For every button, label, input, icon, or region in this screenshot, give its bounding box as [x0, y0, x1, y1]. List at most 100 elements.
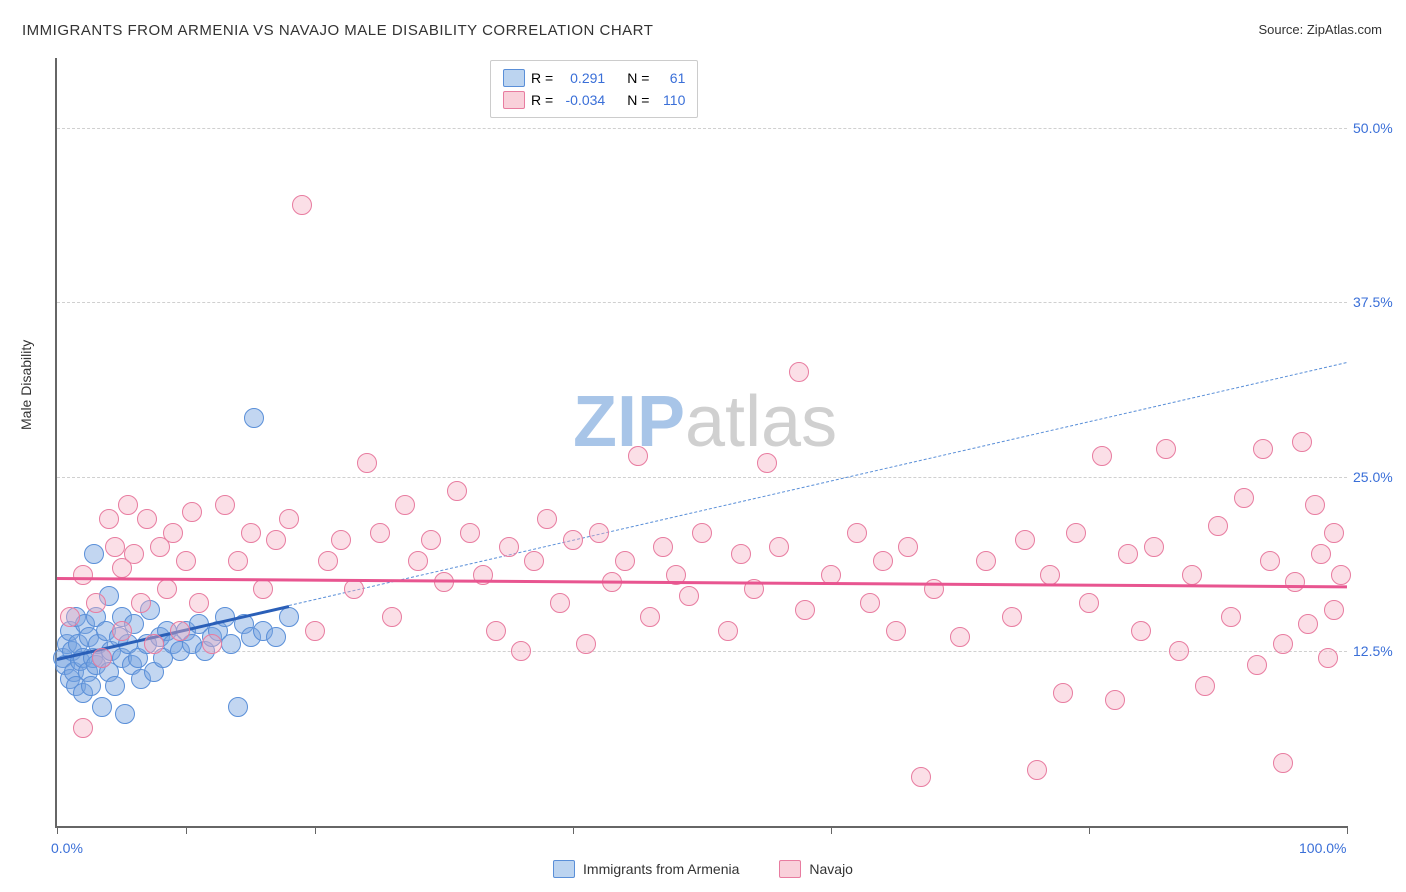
- data-point: [1318, 648, 1338, 668]
- x-tick: [1089, 826, 1090, 834]
- data-point: [279, 509, 299, 529]
- scatter-plot-area: ZIPatlas: [55, 58, 1347, 828]
- data-point: [898, 537, 918, 557]
- data-point: [499, 537, 519, 557]
- r-value: 0.291: [559, 70, 605, 86]
- y-tick-label: 37.5%: [1353, 294, 1393, 310]
- data-point: [292, 195, 312, 215]
- data-point: [157, 579, 177, 599]
- legend-item: Immigrants from Armenia: [553, 860, 739, 878]
- data-point: [228, 551, 248, 571]
- data-point: [1253, 439, 1273, 459]
- data-point: [144, 634, 164, 654]
- data-point: [1208, 516, 1228, 536]
- data-point: [1234, 488, 1254, 508]
- data-point: [408, 551, 428, 571]
- data-point: [1331, 565, 1351, 585]
- data-point: [253, 579, 273, 599]
- legend-swatch: [503, 91, 525, 109]
- data-point: [1247, 655, 1267, 675]
- n-value: 110: [655, 92, 685, 108]
- data-point: [266, 530, 286, 550]
- data-point: [331, 530, 351, 550]
- n-value: 61: [655, 70, 685, 86]
- data-point: [486, 621, 506, 641]
- data-point: [370, 523, 390, 543]
- data-point: [1092, 446, 1112, 466]
- data-point: [447, 481, 467, 501]
- data-point: [382, 607, 402, 627]
- data-point: [115, 704, 135, 724]
- data-point: [118, 495, 138, 515]
- data-point: [1040, 565, 1060, 585]
- data-point: [202, 634, 222, 654]
- data-point: [215, 495, 235, 515]
- data-point: [1169, 641, 1189, 661]
- source-attribution: Source: ZipAtlas.com: [1258, 22, 1382, 37]
- data-point: [244, 408, 264, 428]
- data-point: [718, 621, 738, 641]
- data-point: [421, 530, 441, 550]
- data-point: [182, 502, 202, 522]
- data-point: [84, 544, 104, 564]
- data-point: [653, 537, 673, 557]
- x-tick: [573, 826, 574, 834]
- data-point: [1002, 607, 1022, 627]
- data-point: [1195, 676, 1215, 696]
- data-point: [305, 621, 325, 641]
- data-point: [537, 509, 557, 529]
- data-point: [1066, 523, 1086, 543]
- data-point: [563, 530, 583, 550]
- data-point: [576, 634, 596, 654]
- data-point: [86, 593, 106, 613]
- data-point: [1273, 634, 1293, 654]
- legend-label: Immigrants from Armenia: [583, 861, 739, 877]
- watermark-atlas: atlas: [685, 382, 837, 462]
- data-point: [189, 593, 209, 613]
- n-label: N =: [627, 92, 649, 108]
- data-point: [950, 627, 970, 647]
- data-point: [873, 551, 893, 571]
- data-point: [860, 593, 880, 613]
- gridline: [57, 477, 1347, 478]
- y-axis-label: Male Disability: [18, 340, 34, 430]
- data-point: [318, 551, 338, 571]
- x-tick: [1347, 826, 1348, 834]
- data-point: [170, 621, 190, 641]
- stats-row: R =0.291N =61: [503, 67, 685, 89]
- data-point: [241, 523, 261, 543]
- x-tick: [315, 826, 316, 834]
- data-point: [640, 607, 660, 627]
- legend-swatch: [503, 69, 525, 87]
- data-point: [679, 586, 699, 606]
- data-point: [1118, 544, 1138, 564]
- data-point: [757, 453, 777, 473]
- r-value: -0.034: [559, 92, 605, 108]
- x-tick: [186, 826, 187, 834]
- x-tick: [57, 826, 58, 834]
- stats-legend-box: R =0.291N =61R =-0.034N =110: [490, 60, 698, 118]
- legend-item: Navajo: [779, 860, 853, 878]
- data-point: [1105, 690, 1125, 710]
- data-point: [176, 551, 196, 571]
- data-point: [769, 537, 789, 557]
- data-point: [131, 593, 151, 613]
- data-point: [221, 634, 241, 654]
- gridline: [57, 128, 1347, 129]
- stats-row: R =-0.034N =110: [503, 89, 685, 111]
- data-point: [924, 579, 944, 599]
- data-point: [1324, 600, 1344, 620]
- x-tick: [831, 826, 832, 834]
- data-point: [60, 607, 80, 627]
- data-point: [1305, 495, 1325, 515]
- data-point: [615, 551, 635, 571]
- data-point: [124, 544, 144, 564]
- data-point: [789, 362, 809, 382]
- data-point: [81, 676, 101, 696]
- data-point: [524, 551, 544, 571]
- legend-label: Navajo: [809, 861, 853, 877]
- data-point: [1015, 530, 1035, 550]
- data-point: [112, 621, 132, 641]
- data-point: [795, 600, 815, 620]
- data-point: [344, 579, 364, 599]
